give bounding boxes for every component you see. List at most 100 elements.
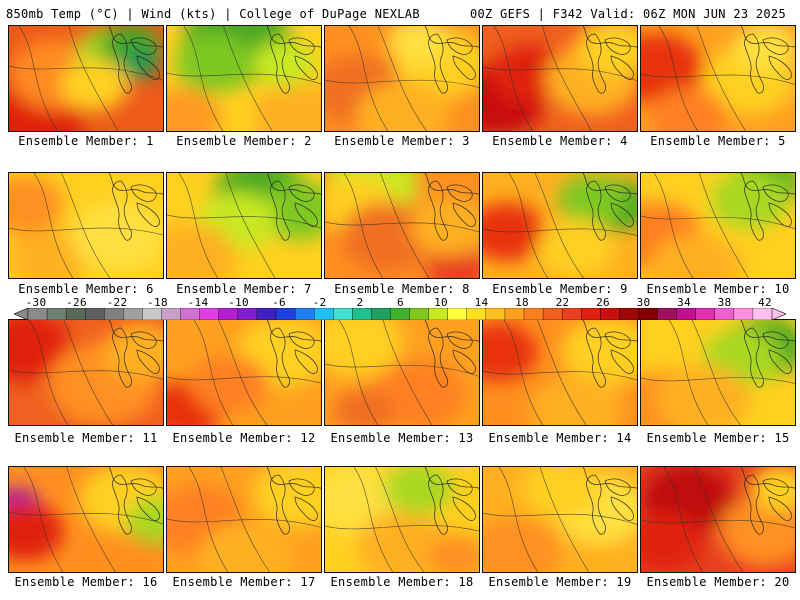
ensemble-member-panel — [324, 25, 480, 132]
colorbar-swatch — [466, 308, 487, 320]
ensemble-member-panel — [640, 319, 796, 426]
colorbar-swatch — [638, 308, 659, 320]
colorbar-swatch — [409, 308, 430, 320]
ensemble-member-label: Ensemble Member: 18 — [330, 575, 474, 589]
colorbar-tick-label: 38 — [717, 296, 732, 309]
ensemble-member-panel — [324, 172, 480, 279]
temperature-map — [641, 320, 795, 425]
ensemble-member-label: Ensemble Member: 2 — [176, 134, 312, 148]
temperature-map — [483, 320, 637, 425]
temperature-map — [325, 320, 479, 425]
temperature-map — [483, 173, 637, 278]
colorbar-swatch — [161, 308, 182, 320]
colorbar-tick-label: 26 — [596, 296, 610, 309]
ensemble-member-panel — [166, 319, 322, 426]
ensemble-member-label: Ensemble Member: 19 — [488, 575, 632, 589]
colorbar-tick-label: 30 — [636, 296, 651, 309]
colorbar-swatch — [218, 308, 239, 320]
ensemble-member-panel — [8, 25, 164, 132]
colorbar-tick-label: -18 — [147, 296, 168, 309]
temperature-map — [9, 26, 163, 131]
temperature-map — [9, 173, 163, 278]
ensemble-member-label: Ensemble Member: 1 — [18, 134, 154, 148]
ensemble-member-panel — [640, 466, 796, 573]
colorbar-tick-label: 14 — [474, 296, 489, 309]
colorbar-swatch — [275, 308, 296, 320]
colorbar-tick-label: 42 — [758, 296, 772, 309]
colorbar-swatch — [390, 308, 411, 320]
temperature-map — [641, 467, 795, 572]
colorbar-swatch — [714, 308, 735, 320]
colorbar-swatch — [199, 308, 220, 320]
colorbar-swatch — [695, 308, 716, 320]
temperature-map — [325, 173, 479, 278]
colorbar-tick-label: -22 — [106, 296, 128, 309]
temperature-map — [641, 26, 795, 131]
colorbar-swatch — [733, 308, 754, 320]
colorbar-swatch — [447, 308, 468, 320]
temperature-map — [325, 467, 479, 572]
colorbar-swatch — [581, 308, 602, 320]
temperature-map — [167, 320, 321, 425]
ensemble-member-panel — [8, 466, 164, 573]
colorbar-swatch — [46, 308, 67, 320]
ensemble-member-label: Ensemble Member: 7 — [176, 282, 312, 296]
colorbar-tick-label: 6 — [397, 296, 404, 309]
ensemble-member-panel — [166, 25, 322, 132]
ensemble-member-panel — [166, 466, 322, 573]
colorbar-swatch — [123, 308, 144, 320]
ensemble-member-panel — [8, 319, 164, 426]
colorbar-tick-label: -14 — [187, 296, 209, 309]
colorbar-tick-label: -6 — [272, 296, 286, 309]
ensemble-member-label: Ensemble Member: 8 — [334, 282, 470, 296]
colorbar-swatch — [485, 308, 506, 320]
temperature-map — [641, 173, 795, 278]
ensemble-member-label: Ensemble Member: 17 — [172, 575, 316, 589]
temperature-map — [483, 26, 637, 131]
colorbar-swatch — [104, 308, 125, 320]
colorbar-swatch — [752, 308, 773, 320]
colorbar-swatch — [294, 308, 315, 320]
colorbar-tick-label: -26 — [66, 296, 87, 309]
temperature-map — [325, 26, 479, 131]
colorbar-swatch — [542, 308, 563, 320]
ensemble-member-label: Ensemble Member: 16 — [14, 575, 158, 589]
ensemble-member-panel — [482, 466, 638, 573]
colorbar-swatch — [504, 308, 525, 320]
colorbar-tick-label: 22 — [555, 296, 570, 309]
colorbar-swatch — [142, 308, 163, 320]
ensemble-member-panel — [640, 25, 796, 132]
colorbar-swatch — [27, 308, 48, 320]
temperature-map — [167, 26, 321, 131]
header-valid-time: 00Z GEFS | F342 Valid: 06Z MON JUN 23 20… — [469, 7, 786, 21]
colorbar-swatch — [657, 308, 678, 320]
colorbar-tick-label: -30 — [25, 296, 47, 309]
ensemble-member-label: Ensemble Member: 11 — [14, 431, 158, 445]
ensemble-member-label: Ensemble Member: 14 — [488, 431, 632, 445]
colorbar-ticks: -30 -26 -22 -18 -14 -10 -6 -2 2 6 10 14 18 22 26 30 34 38… — [0, 296, 800, 309]
colorbar-tick-label: 2 — [356, 296, 364, 309]
colorbar-left-arrow — [14, 308, 29, 320]
temperature-map — [167, 467, 321, 572]
colorbar-swatch — [352, 308, 373, 320]
colorbar-tick-label: 34 — [677, 296, 691, 309]
ensemble-member-label: Ensemble Member: 3 — [334, 134, 470, 148]
colorbar-swatch — [371, 308, 392, 320]
colorbar-tick-label: -10 — [228, 296, 249, 309]
header-title: 850mb Temp (°C) | Wind (kts) | College o… — [6, 7, 420, 21]
ensemble-member-panel — [482, 172, 638, 279]
colorbar-swatch — [428, 308, 449, 320]
colorbar-swatch — [676, 308, 697, 320]
ensemble-member-panel — [8, 172, 164, 279]
ensemble-member-label: Ensemble Member: 15 — [646, 431, 790, 445]
ensemble-member-label: Ensemble Member: 13 — [330, 431, 474, 445]
colorbar-tick-label: -2 — [312, 296, 327, 309]
colorbar-swatch — [313, 308, 334, 320]
temperature-map — [483, 467, 637, 572]
colorbar-swatch — [333, 308, 354, 320]
temperature-map — [9, 467, 163, 572]
ensemble-member-panel — [166, 172, 322, 279]
ensemble-member-label: Ensemble Member: 20 — [646, 575, 790, 589]
ensemble-member-label: Ensemble Member: 10 — [646, 282, 790, 296]
colorbar-swatch — [619, 308, 640, 320]
